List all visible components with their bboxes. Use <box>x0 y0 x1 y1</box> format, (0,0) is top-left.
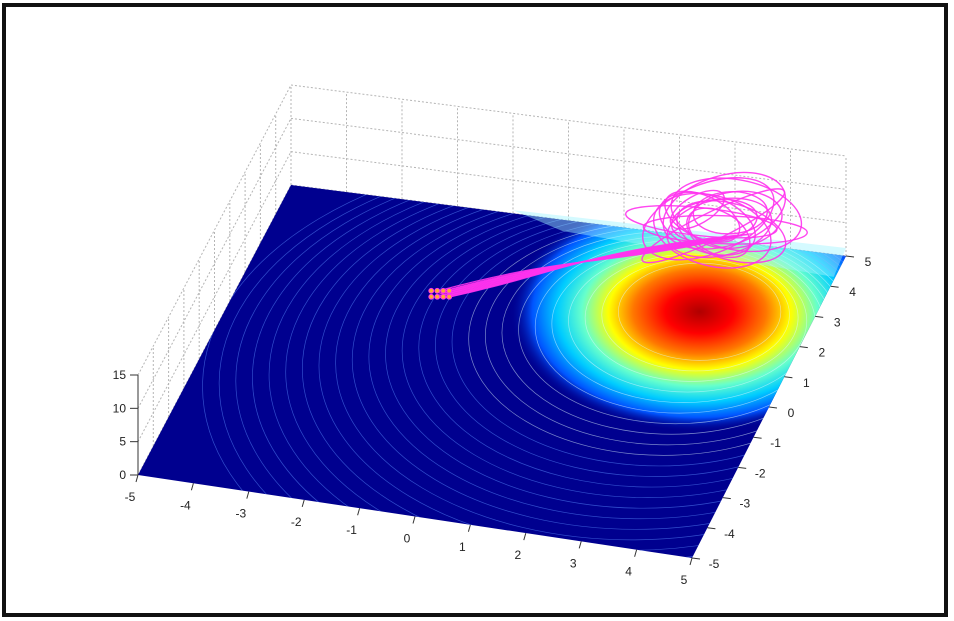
trajectory-start-marker <box>428 287 435 294</box>
y-tick-mark <box>845 255 855 258</box>
z-tick-label: 10 <box>113 401 127 415</box>
trajectory-loop <box>642 214 808 245</box>
surface-contour <box>202 185 846 558</box>
trajectory-loop <box>687 190 783 249</box>
trajectory-start-marker <box>434 287 441 294</box>
x-tick-label: -3 <box>235 507 246 521</box>
y-tick-label: 0 <box>788 406 795 420</box>
z-tick-label: 5 <box>119 435 126 449</box>
y-tick-label: -1 <box>770 436 781 450</box>
trajectory-start-marker <box>428 293 435 300</box>
grid-line-back-z <box>290 117 847 190</box>
surface <box>138 185 846 558</box>
axes-grid <box>137 84 847 476</box>
y-tick-mark <box>768 406 778 409</box>
x-tick-mark <box>412 516 416 524</box>
x-tick-mark <box>301 499 305 508</box>
trajectory-start-marker <box>446 293 453 300</box>
surface-contour <box>568 249 808 393</box>
y-tick-label: 3 <box>834 315 841 329</box>
trajectory-loop <box>658 191 756 256</box>
trajectory-loop <box>652 192 772 269</box>
x-tick-label: 1 <box>459 540 466 554</box>
y-tick-label: -2 <box>755 466 766 480</box>
x-tick-label: 3 <box>570 556 577 570</box>
grid-line-left-z <box>137 184 292 476</box>
trajectory-loop <box>662 171 787 250</box>
surface-contour <box>252 185 846 558</box>
surface-contour <box>301 185 846 558</box>
y-tick-mark <box>753 436 762 439</box>
surface-contour <box>235 185 846 558</box>
x-tick-label: -4 <box>180 498 191 512</box>
y-tick-label: 5 <box>865 255 872 269</box>
grid-line-back-z <box>290 184 847 257</box>
y-tick-label: 1 <box>803 376 810 390</box>
y-tick-mark <box>722 497 731 500</box>
x-tick-mark <box>357 508 361 516</box>
y-tick-mark <box>815 315 824 318</box>
y-tick-label: -3 <box>739 497 750 511</box>
y-tick-mark <box>691 557 701 560</box>
grid-line-back-z <box>290 151 847 224</box>
y-tick-label: 4 <box>849 285 856 299</box>
surface-contour <box>268 185 846 558</box>
y-tick-mark <box>830 285 839 288</box>
trajectories <box>428 171 808 300</box>
trajectory-loop <box>670 177 803 253</box>
y-tick-label: -5 <box>709 557 720 571</box>
x-tick-label: -1 <box>346 523 357 537</box>
y-tick-label: 2 <box>818 346 825 360</box>
x-tick-label: 2 <box>514 548 521 562</box>
z-tick-label: 0 <box>119 468 126 482</box>
y-tick-mark <box>707 527 716 530</box>
x-tick-label: 5 <box>681 573 688 587</box>
surface-contour <box>285 185 846 558</box>
trajectory-start-marker <box>440 293 447 300</box>
y-tick-mark <box>784 376 793 379</box>
grid-line-left-z <box>137 84 292 376</box>
trajectory-start-marker <box>446 287 453 294</box>
y-tick-mark <box>799 346 808 349</box>
trajectory-loop <box>686 207 751 259</box>
x-tick-mark <box>190 483 194 491</box>
axis-ticks: -5 -4 -3 -2 -1 0 1 2 3 4 5 -5 -4 -3 -2 -1 0 1 2 3 4 5 0 5 10 15 <box>113 255 872 587</box>
x-tick-label: 0 <box>404 532 411 546</box>
grid-line-left-z <box>137 151 292 442</box>
x-tick-mark <box>523 532 527 541</box>
y-tick-label: -4 <box>724 527 735 541</box>
x-tick-mark <box>689 557 693 566</box>
grid-line-left-z <box>137 118 292 409</box>
trajectory-start-marker <box>434 293 441 300</box>
trajectory-loop <box>641 177 775 261</box>
x-tick-label: 4 <box>625 565 632 579</box>
y-tick-mark <box>738 466 747 469</box>
x-tick-mark <box>246 491 250 499</box>
x-tick-mark <box>467 524 471 532</box>
figure-frame: -5 -4 -3 -2 -1 0 1 2 3 4 5 -5 -4 -3 -2 -1 0 1 2 3 4 5 0 5 10 15 <box>2 3 948 617</box>
surface-plot: -5 -4 -3 -2 -1 0 1 2 3 4 5 -5 -4 -3 -2 -1 0 1 2 3 4 5 0 5 10 15 <box>113 84 872 587</box>
trajectory-start-marker <box>440 287 447 294</box>
x-tick-mark <box>634 549 638 557</box>
x-tick-label: -5 <box>125 490 136 504</box>
surface-contour <box>584 253 799 382</box>
x-tick-mark <box>135 474 139 483</box>
grid-line-back-z <box>290 84 847 157</box>
x-tick-label: -2 <box>291 515 302 529</box>
z-tick-label: 15 <box>113 368 127 382</box>
surface-contour <box>218 185 846 558</box>
x-tick-mark <box>578 541 582 549</box>
